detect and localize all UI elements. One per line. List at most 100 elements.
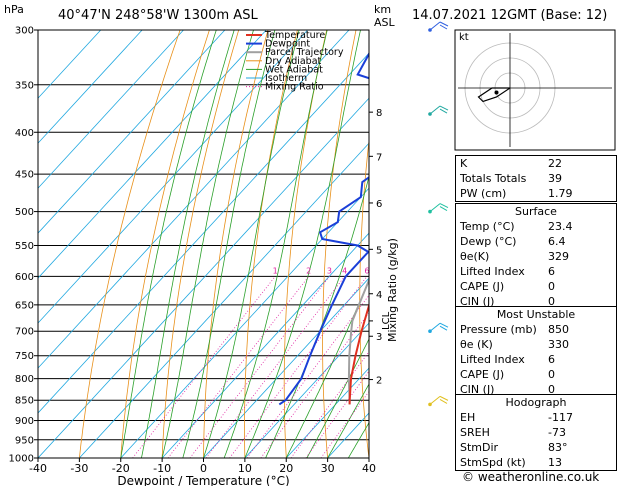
- index-row: K 22: [456, 156, 616, 171]
- wind-barb: [439, 203, 449, 209]
- wind-barb: [429, 395, 441, 405]
- pressure-tick-label: 600: [15, 272, 34, 283]
- most-unstable-panel: Most Unstable Pressure (mb) 850 θe (K) 330 L…: [455, 306, 617, 398]
- index-row: Totals Totals 39: [456, 171, 616, 186]
- hodograph-stat-key: StmSpd (kt): [460, 456, 526, 469]
- isotherm-line: [38, 30, 143, 144]
- isotherm-line: [38, 97, 369, 458]
- isotherm-line: [244, 322, 369, 458]
- x-tick-label: -10: [153, 462, 171, 475]
- hodograph-stat-value: 83°: [548, 441, 568, 454]
- most-unstable-row: θe (K) 330: [456, 337, 616, 352]
- legend-label: Dewpoint: [265, 39, 310, 50]
- pressure-tick-label: 550: [15, 241, 34, 252]
- dry-adiabat-line: [120, 30, 210, 458]
- most-unstable-value: 850: [548, 323, 569, 336]
- legend-label: Mixing Ratio: [265, 82, 324, 93]
- wind-barb: [439, 105, 449, 111]
- isotherm-line: [38, 30, 184, 189]
- km-tick-label: 5: [376, 245, 382, 256]
- mixing-ratio-label: 4: [342, 266, 347, 275]
- x-tick-label: 40: [362, 462, 376, 475]
- km-tick-label: 8: [376, 108, 382, 119]
- most-unstable-row: Lifted Index 6: [456, 352, 616, 367]
- hodograph-stat-row: StmDir 83°: [456, 440, 616, 455]
- legend-label: Wet Adiabat: [265, 64, 323, 75]
- wet-adiabat-line: [265, 174, 369, 458]
- surface-key: Dewp (°C): [460, 235, 517, 248]
- mixing-ratio-line: [305, 370, 369, 458]
- wind-barb-dot: [428, 402, 432, 407]
- wind-barb-dot: [428, 28, 432, 32]
- most-unstable-value: 330: [548, 338, 569, 351]
- surface-value: 0: [548, 295, 555, 308]
- surface-key: θe(K): [460, 250, 490, 263]
- hodograph-stat-key: EH: [460, 411, 476, 424]
- header-km: km: [374, 3, 392, 16]
- wind-barb-dot: [428, 329, 432, 334]
- pressure-tick-label: 700: [15, 327, 34, 338]
- wet-adiabat-line: [120, 30, 217, 458]
- lcl-label: LCL: [381, 311, 392, 330]
- most-unstable-row: CAPE (J) 0: [456, 367, 616, 382]
- isotherm-line: [203, 277, 369, 458]
- most-unstable-title: Most Unstable: [496, 308, 576, 321]
- wet-adiabat-line: [223, 30, 328, 458]
- surface-value: 6.4: [548, 235, 566, 248]
- x-tick-label: 10: [238, 462, 252, 475]
- most-unstable-row: Pressure (mb) 850: [456, 322, 616, 337]
- header-location: 40°47'N 248°58'W 1300m ASL: [58, 8, 258, 23]
- most-unstable-key: Lifted Index: [460, 353, 525, 366]
- mixing-ratio-line: [205, 276, 346, 458]
- copyright-footer[interactable]: © weatheronline.co.uk: [462, 470, 600, 484]
- hodograph-stat-row: SREH -73: [456, 425, 616, 440]
- index-value: 22: [548, 157, 562, 170]
- hodograph-trace: [477, 87, 511, 103]
- dry-adiabat-line: [620, 30, 629, 458]
- km-tick-label: 2: [376, 376, 382, 387]
- wet-adiabat-line: [203, 30, 300, 458]
- wind-barb: [439, 21, 449, 27]
- indices-panel: K 22 Totals Totals 39 PW (cm) 1.79: [455, 155, 617, 202]
- wind-barb: [439, 108, 448, 114]
- mixing-ratio-label: 1: [273, 266, 278, 275]
- wet-adiabat-line: [285, 279, 369, 458]
- surface-panel: Surface Temp (°C) 23.4 Dewp (°C) 6.4 θe(K) 32…: [455, 203, 617, 310]
- hodograph-stat-key: StmDir: [460, 441, 499, 454]
- mixing-ratio-label: 2: [306, 266, 311, 275]
- index-row: PW (cm) 1.79: [456, 186, 616, 201]
- wind-barb: [439, 206, 448, 212]
- pressure-tick-label: 450: [15, 170, 34, 181]
- pressure-tick-label: 300: [15, 26, 34, 37]
- surface-row: θe(K) 329: [456, 249, 616, 264]
- isotherm-line: [120, 187, 369, 458]
- temperature-line: [348, 302, 369, 405]
- pressure-tick-label: 1000: [9, 454, 34, 465]
- most-unstable-value: 0: [548, 383, 555, 396]
- surface-value: 23.4: [548, 220, 573, 233]
- most-unstable-key: CAPE (J): [460, 368, 505, 381]
- wind-barb: [429, 105, 441, 115]
- x-tick-label: -30: [70, 462, 88, 475]
- legend-label: Dry Adiabat: [265, 56, 322, 67]
- pressure-tick-label: 650: [15, 300, 34, 311]
- hodograph-panel: Hodograph EH -117 SREH -73 StmDir 83° StmSpd (…: [455, 394, 617, 471]
- mixing-ratio-line: [260, 312, 369, 458]
- pressure-tick-label: 800: [15, 374, 34, 385]
- pressure-tick-label: 400: [15, 128, 34, 139]
- km-tick-label: 3: [376, 332, 382, 343]
- index-value: 1.79: [548, 187, 573, 200]
- wet-adiabat-line: [306, 338, 369, 458]
- surface-key: Lifted Index: [460, 265, 525, 278]
- isotherm-line: [38, 30, 308, 324]
- surface-row: CIN (J) 0: [456, 294, 616, 309]
- most-unstable-value: 6: [548, 353, 555, 366]
- surface-value: 0: [548, 280, 555, 293]
- x-axis-label: Dewpoint / Temperature (°C): [117, 474, 289, 486]
- surface-value: 329: [548, 250, 569, 263]
- x-tick-label: -40: [29, 462, 47, 475]
- index-key: PW (cm): [460, 187, 507, 200]
- x-tick-label: 20: [279, 462, 293, 475]
- mixing-ratio-label: 16: [420, 266, 430, 275]
- hodograph-stat-value: -117: [548, 411, 573, 424]
